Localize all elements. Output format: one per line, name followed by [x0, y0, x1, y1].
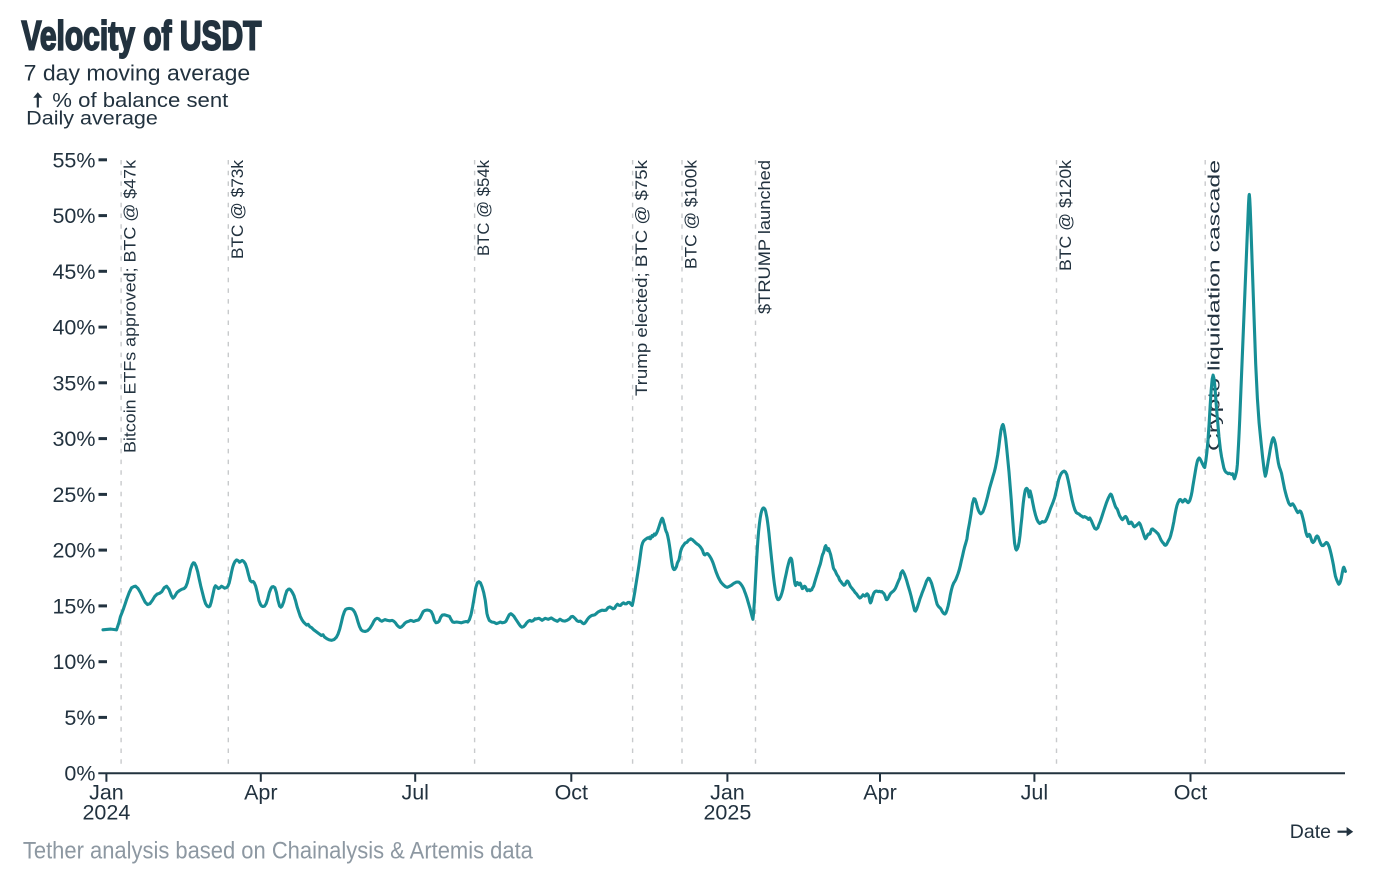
svg-text:BTC @ $54k: BTC @ $54k — [475, 159, 493, 256]
svg-text:30%: 30% — [52, 427, 95, 451]
svg-text:Crypto liquidation cascade: Crypto liquidation cascade — [1206, 160, 1224, 451]
svg-text:2025: 2025 — [703, 801, 751, 825]
svg-text:Jan: Jan — [710, 781, 745, 805]
svg-text:Apr: Apr — [244, 781, 277, 805]
svg-text:BTC @ $100k: BTC @ $100k — [683, 159, 701, 269]
svg-text:15%: 15% — [52, 594, 95, 618]
svg-text:10%: 10% — [52, 650, 95, 674]
svg-text:55%: 55% — [52, 148, 95, 172]
svg-text:25%: 25% — [52, 483, 95, 507]
svg-text:2024: 2024 — [82, 801, 130, 825]
svg-text:20%: 20% — [52, 539, 95, 563]
svg-text:0%: 0% — [64, 762, 95, 786]
svg-text:Oct: Oct — [1174, 781, 1207, 805]
svg-text:35%: 35% — [52, 371, 95, 395]
svg-text:BTC @ $73k: BTC @ $73k — [229, 159, 247, 259]
svg-text:Date: Date — [1290, 821, 1331, 843]
svg-text:40%: 40% — [52, 316, 95, 340]
svg-text:Trump elected; BTC @ $75k: Trump elected; BTC @ $75k — [633, 159, 651, 396]
svg-text:Apr: Apr — [863, 781, 896, 805]
svg-text:5%: 5% — [64, 706, 95, 730]
svg-text:% of balance sent: % of balance sent — [52, 90, 228, 112]
svg-text:7 day moving average: 7 day moving average — [24, 60, 251, 85]
svg-text:$TRUMP launched: $TRUMP launched — [756, 160, 774, 314]
svg-text:45%: 45% — [52, 260, 95, 284]
svg-text:50%: 50% — [52, 204, 95, 228]
svg-text:Bitcoin ETFs approved; BTC @ $: Bitcoin ETFs approved; BTC @ $47k — [122, 159, 140, 453]
svg-text:Tether analysis based on Chain: Tether analysis based on Chainalysis & A… — [23, 837, 534, 864]
svg-text:Jan: Jan — [89, 781, 124, 805]
svg-text:Velocity of USDT: Velocity of USDT — [22, 12, 262, 58]
svg-text:BTC @ $120k: BTC @ $120k — [1057, 159, 1075, 271]
svg-text:Oct: Oct — [555, 781, 588, 805]
svg-text:Jul: Jul — [401, 781, 428, 805]
svg-text:Jul: Jul — [1021, 781, 1048, 805]
svg-text:Daily average: Daily average — [26, 108, 158, 130]
